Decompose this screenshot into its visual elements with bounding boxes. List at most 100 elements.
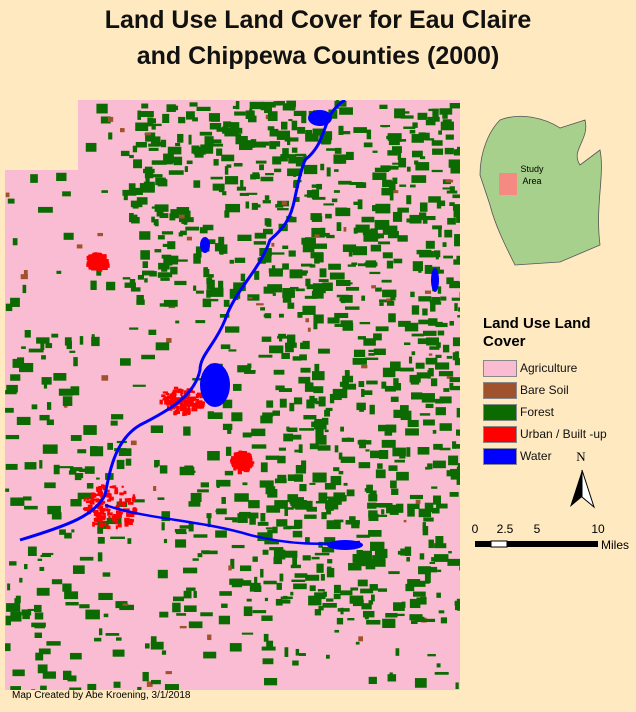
forest-patch	[258, 354, 273, 358]
north-arrow	[581, 469, 596, 509]
forest-patch	[96, 103, 108, 114]
urban-patch	[166, 401, 171, 405]
forest-patch	[443, 255, 453, 259]
forest-patch	[140, 111, 154, 118]
forest-patch	[41, 377, 52, 385]
urban-patch	[243, 467, 250, 472]
forest-patch	[157, 235, 165, 240]
forest-patch	[193, 534, 208, 538]
urban-patch	[173, 391, 177, 395]
forest-patch	[260, 513, 266, 522]
forest-patch	[216, 508, 227, 515]
urban-patch	[121, 501, 125, 505]
urban-patch	[94, 522, 98, 526]
forest-patch	[184, 166, 188, 172]
forest-patch	[202, 224, 214, 231]
forest-patch	[39, 414, 50, 421]
forest-patch	[422, 132, 430, 141]
forest-patch	[425, 357, 438, 365]
forest-patch	[435, 354, 442, 358]
forest-patch	[314, 609, 322, 616]
forest-patch	[145, 177, 150, 183]
forest-patch	[397, 207, 409, 213]
forest-patch	[366, 619, 381, 625]
forest-patch	[139, 231, 151, 240]
forest-patch	[242, 482, 248, 486]
urban-patch	[232, 462, 237, 468]
forest-patch	[311, 290, 324, 299]
forest-patch	[9, 561, 17, 566]
soil-patch	[165, 671, 172, 675]
forest-patch	[125, 458, 132, 466]
forest-patch	[97, 526, 104, 534]
forest-patch	[5, 463, 18, 470]
land-cover-map	[5, 100, 460, 690]
urban-patch	[171, 400, 174, 406]
forest-patch	[262, 658, 274, 665]
forest-patch	[388, 136, 400, 146]
forest-patch	[257, 521, 269, 526]
urban-patch	[98, 517, 103, 522]
forest-patch	[352, 246, 368, 256]
title-line: Land Use Land Cover for Eau Claire	[104, 6, 532, 34]
forest-patch	[24, 564, 28, 570]
forest-patch	[387, 133, 402, 139]
forest-patch	[44, 482, 56, 489]
forest-patch	[234, 257, 246, 263]
forest-patch	[170, 260, 179, 265]
urban-patch	[167, 395, 173, 400]
forest-patch	[207, 274, 214, 278]
forest-patch	[47, 505, 61, 515]
forest-patch	[334, 147, 342, 154]
forest-patch	[409, 129, 416, 134]
urban-patch	[173, 411, 177, 416]
forest-patch	[22, 613, 30, 620]
urban-patch	[239, 452, 244, 457]
forest-patch	[289, 156, 304, 162]
forest-patch	[65, 601, 79, 606]
urban-patch	[108, 516, 111, 519]
forest-patch	[311, 189, 320, 200]
forest-patch	[265, 527, 274, 530]
forest-patch	[422, 217, 428, 224]
forest-patch	[377, 233, 384, 239]
urban-patch	[121, 503, 126, 507]
forest-patch	[317, 445, 331, 451]
forest-patch	[333, 593, 341, 600]
forest-patch	[193, 253, 201, 258]
forest-patch	[142, 270, 155, 276]
forest-patch	[133, 159, 143, 169]
forest-patch	[451, 297, 460, 301]
forest-patch	[382, 289, 397, 298]
forest-patch	[439, 396, 452, 404]
forest-patch	[13, 116, 26, 123]
forest-patch	[254, 204, 261, 208]
forest-patch	[318, 348, 330, 354]
urban-patch	[108, 496, 114, 501]
urban-patch	[119, 498, 123, 502]
forest-patch	[450, 468, 460, 475]
forest-patch	[369, 584, 378, 591]
forest-patch	[452, 352, 459, 361]
forest-patch	[406, 557, 410, 562]
forest-patch	[269, 252, 285, 255]
forest-patch	[84, 466, 95, 474]
forest-patch	[123, 193, 128, 201]
forest-patch	[453, 259, 460, 265]
forest-patch	[291, 579, 306, 582]
urban-patch	[162, 398, 166, 401]
forest-patch	[379, 503, 393, 508]
forest-patch	[387, 674, 397, 682]
forest-patch	[315, 435, 327, 445]
forest-patch	[200, 144, 214, 154]
forest-patch	[254, 232, 267, 239]
forest-patch	[377, 588, 388, 592]
urban-patch	[171, 407, 176, 410]
forest-patch	[195, 290, 204, 294]
forest-patch	[30, 174, 38, 183]
forest-patch	[456, 407, 460, 418]
forest-patch	[375, 203, 391, 214]
forest-patch	[142, 671, 149, 682]
forest-patch	[439, 447, 451, 451]
forest-patch	[329, 272, 345, 280]
